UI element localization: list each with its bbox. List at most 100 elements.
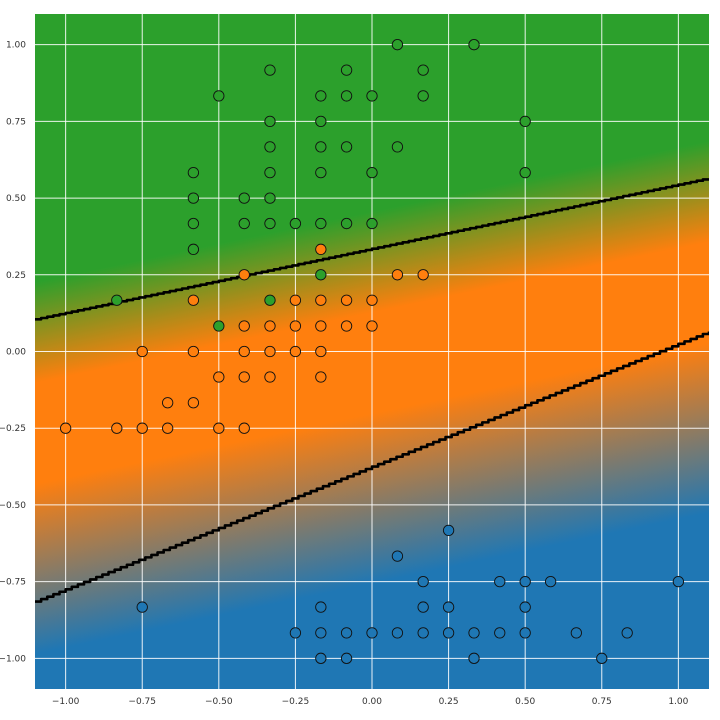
point-orange [264,345,276,358]
point-orange [315,320,327,332]
x-tick-label: −1.00 [52,697,80,707]
point-blue [442,601,455,613]
point-blue [417,575,429,588]
point-orange [366,320,378,332]
point-orange [315,371,327,383]
point-green [187,217,200,230]
y-tick-label: 0.75 [6,117,26,127]
point-blue [391,627,404,639]
point-orange [315,243,327,255]
point-blue [315,601,327,613]
point-green [264,217,276,230]
point-blue [494,575,506,588]
point-green [366,217,378,230]
point-blue [315,627,327,639]
point-blue [391,550,404,562]
point-blue [468,627,480,639]
point-blue [366,627,378,639]
x-tick-label: 1.00 [668,697,688,707]
point-green [315,141,327,153]
point-green [366,166,378,179]
point-green [417,64,429,76]
y-tick-label: 0.00 [6,348,26,358]
point-orange [111,422,123,434]
point-blue [494,627,506,639]
point-orange [289,320,302,332]
point-orange [340,294,353,306]
point-blue [621,627,633,639]
point-green [340,217,353,230]
point-orange [315,345,327,358]
point-green [187,243,200,255]
point-orange [238,269,250,281]
point-blue [289,627,302,639]
data-points [59,39,685,664]
point-orange [315,294,327,306]
point-blue [442,524,455,537]
point-green [391,39,404,51]
point-green [187,166,200,179]
point-green [519,166,531,179]
point-blue [417,627,429,639]
point-orange [213,422,225,434]
point-orange [187,397,200,409]
point-orange [264,320,276,332]
point-green [264,192,276,204]
point-green [340,90,353,102]
point-green [111,294,123,306]
point-green [340,141,353,153]
point-orange [162,422,174,434]
point-green [187,192,200,204]
point-green [289,217,302,230]
x-tick-label: 0.25 [439,697,459,707]
y-tick-label: −0.50 [0,501,26,511]
x-tick-label: −0.25 [282,697,310,707]
y-tick-label: 0.50 [6,194,26,204]
point-green [391,141,404,153]
y-tick-label: −0.75 [0,578,26,588]
point-green [213,320,225,332]
x-tick-label: 0.75 [592,697,612,707]
decision-boundaries [35,178,709,603]
point-blue [519,627,531,639]
point-green [519,115,531,128]
point-blue [596,652,608,664]
point-orange [187,345,200,358]
point-green [264,294,276,306]
point-blue [136,601,148,613]
point-blue [570,627,582,639]
y-tick-label: −1.00 [0,654,26,664]
point-orange [136,422,148,434]
point-orange [238,371,250,383]
point-green [264,141,276,153]
point-green [315,217,327,230]
point-blue [519,601,531,613]
boundary-line-2 [35,331,709,603]
x-tick-label: −0.75 [128,697,156,707]
point-green [213,90,225,102]
y-tick-label: 0.25 [6,271,26,281]
point-blue [315,652,327,664]
point-blue [468,652,480,664]
point-green [315,166,327,179]
point-orange [59,422,72,434]
y-axis-tick-labels: −1.00 −0.75 −0.50 −0.25 0.00 0.25 0.50 0.75 1.00 [0,41,26,665]
point-blue [340,652,353,664]
point-orange [340,320,353,332]
point-green [264,115,276,128]
point-blue [442,627,455,639]
point-blue [417,601,429,613]
point-green [315,269,327,281]
point-orange [238,345,250,358]
point-green [468,39,480,51]
point-orange [289,345,302,358]
point-orange [366,294,378,306]
point-orange [417,269,429,281]
point-green [366,90,378,102]
point-green [238,217,250,230]
point-green [315,115,327,128]
point-orange [289,294,302,306]
x-tick-label: 0.50 [515,697,535,707]
point-orange [264,371,276,383]
point-orange [162,397,174,409]
